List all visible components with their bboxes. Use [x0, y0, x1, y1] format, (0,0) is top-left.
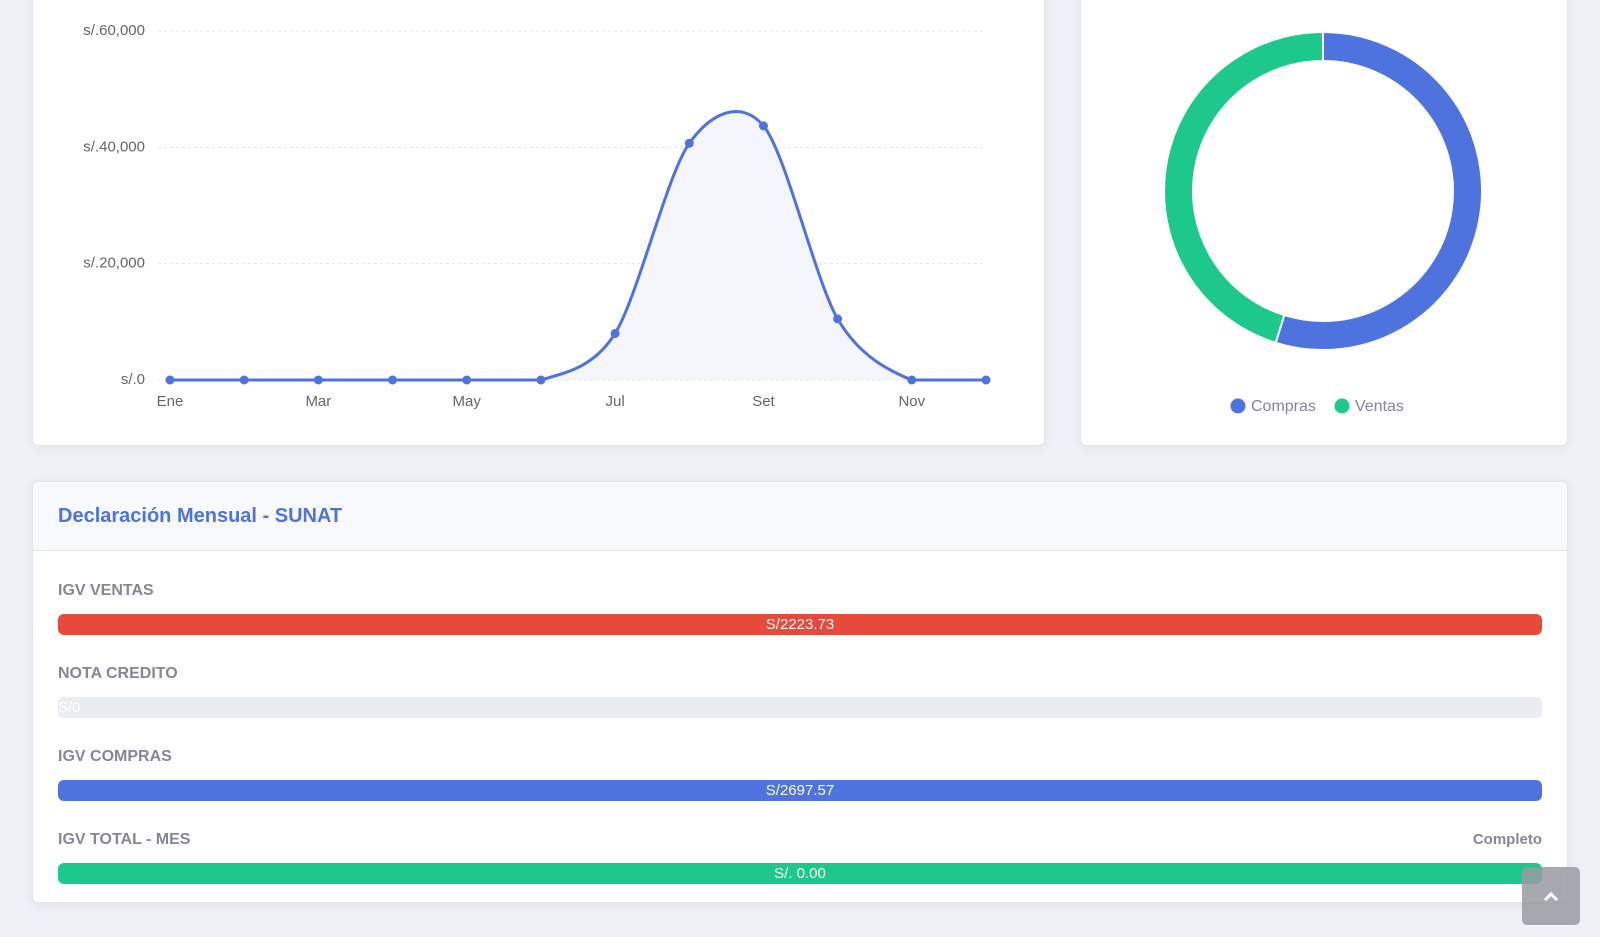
row-label: NOTA CREDITO	[58, 665, 178, 682]
y-tick-label: s/.60,000	[83, 22, 145, 39]
x-tick-label: Mar	[305, 393, 331, 410]
point	[313, 375, 323, 385]
progress-row: IGV VENTAS S/2223.73	[58, 582, 1542, 635]
sunat-panel: Declaración Mensual - SUNAT IGV VENTAS S/…	[32, 481, 1568, 903]
progress-label: S/. 0.00	[774, 865, 826, 882]
point	[981, 375, 991, 385]
point	[684, 138, 694, 148]
charts: s/.0 s/.20,000 s/.40,000 s/.60,000 Ene Mar May…	[83, 22, 1483, 415]
y-tick-label: s/.20,000	[83, 255, 145, 272]
row-label: IGV COMPRAS	[58, 748, 172, 765]
progress-label: S/0	[58, 699, 81, 716]
legend-label: Ventas	[1355, 398, 1404, 415]
progress-fill: S/. 0.00	[58, 863, 1542, 884]
row-status: Completo	[1472, 831, 1542, 848]
progress-row: IGV COMPRAS S/2697.57	[58, 748, 1542, 801]
point	[610, 328, 620, 338]
point	[165, 375, 175, 385]
progress-track: S/2697.57	[58, 780, 1542, 801]
point	[388, 375, 398, 385]
y-tick-label: s/.0	[121, 371, 145, 388]
progress-row: NOTA CREDITO S/0	[58, 665, 1542, 718]
doughnut-card	[1080, 0, 1568, 446]
progress-label: S/2223.73	[765, 616, 835, 633]
x-tick-label: Jul	[605, 393, 624, 410]
doughnut-segment	[1274, 30, 1483, 351]
progress-label: S/2697.57	[765, 782, 835, 799]
row-header: IGV COMPRAS	[58, 748, 1542, 768]
progress-track: S/2223.73	[58, 614, 1542, 635]
progress-track: S/0	[58, 697, 1542, 718]
point	[239, 375, 249, 385]
chevron-icon	[1543, 891, 1559, 902]
row-label: IGV TOTAL - MES	[58, 831, 191, 848]
point	[758, 121, 768, 131]
row-header: IGV TOTAL - MES Completo	[58, 831, 1542, 851]
point	[907, 375, 917, 385]
progress-row: IGV TOTAL - MES Completo S/. 0.00	[58, 831, 1542, 884]
progress-track: S/. 0.00	[58, 863, 1542, 884]
row-header: NOTA CREDITO	[58, 665, 1542, 685]
panel-title: Declaración Mensual - SUNAT	[33, 482, 1567, 551]
x-tick-label: Set	[752, 393, 775, 410]
legend-label: Compras	[1251, 398, 1316, 415]
row-label: IGV VENTAS	[58, 582, 154, 599]
legend-swatch	[1334, 398, 1350, 414]
line	[169, 110, 986, 382]
progress-fill: S/2697.57	[58, 780, 1542, 801]
point	[833, 314, 843, 324]
x-tick-label: Ene	[157, 393, 184, 410]
scroll-top-button[interactable]	[1522, 867, 1580, 925]
y-tick-label: s/.40,000	[83, 138, 145, 155]
legend-swatch	[1230, 398, 1246, 414]
x-tick-label: Nov	[898, 393, 925, 410]
area	[170, 111, 986, 381]
row-header: IGV VENTAS	[58, 582, 1542, 602]
point	[462, 375, 472, 385]
doughnut-segment	[1163, 30, 1324, 345]
point	[536, 375, 546, 385]
progress-fill: S/2223.73	[58, 614, 1542, 635]
x-tick-label: May	[453, 393, 482, 410]
